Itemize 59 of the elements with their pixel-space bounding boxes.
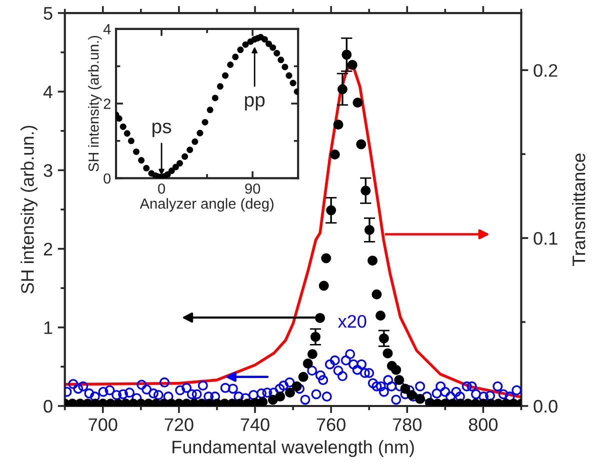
point <box>206 106 214 114</box>
point <box>186 146 194 154</box>
y-axis-title: SH intensity (arb.un.) <box>20 126 38 294</box>
y-tick-label: 4 <box>103 24 111 34</box>
point <box>237 46 244 54</box>
point <box>261 36 268 43</box>
point <box>120 123 126 130</box>
point <box>116 115 122 122</box>
point <box>270 44 276 51</box>
point <box>274 50 280 56</box>
y-axis-title: SH intensity (arb.un.) <box>88 36 102 172</box>
point <box>128 138 134 144</box>
y2-tick-label: 0.1 <box>534 232 558 245</box>
point <box>176 160 184 167</box>
point <box>282 64 288 70</box>
point <box>290 80 296 86</box>
point <box>232 54 239 60</box>
x-axis-title: Fundamental wavelength (nm) <box>172 440 414 458</box>
y-tick-label: 3 <box>44 164 52 177</box>
point <box>172 164 179 170</box>
point <box>265 40 272 48</box>
y2-tick-label: 0.0 <box>534 400 558 413</box>
point <box>192 138 198 145</box>
point <box>143 164 150 172</box>
y-tick-label: 0 <box>44 400 52 413</box>
point <box>212 94 218 102</box>
point <box>196 130 204 136</box>
y-tick-label: 4 <box>43 86 53 98</box>
annotation: x20 <box>338 314 366 328</box>
point <box>286 72 292 79</box>
y-tick-label: 5 <box>44 7 52 20</box>
y-tick-label: 2 <box>44 242 52 256</box>
x-axis-title: Analyzer angle (deg) <box>140 198 274 212</box>
annotation: pp <box>245 96 265 110</box>
point <box>182 153 188 160</box>
x-tick-label: 800 <box>468 418 498 432</box>
point <box>164 171 171 178</box>
point <box>132 148 140 155</box>
y-tick-label: 0 <box>104 173 111 184</box>
x-tick-label: 780 <box>392 418 422 432</box>
point <box>202 118 208 126</box>
x-tick-label: 740 <box>240 418 270 432</box>
annotation: ps <box>152 122 172 138</box>
point <box>168 167 175 174</box>
x-tick-label: 760 <box>316 418 346 432</box>
point <box>216 83 224 90</box>
point <box>222 72 229 79</box>
point <box>138 157 145 164</box>
y-tick-label: 2 <box>104 98 110 109</box>
y2-tick-label: 0.2 <box>534 64 558 77</box>
point <box>124 130 130 137</box>
point <box>242 41 249 48</box>
point <box>227 61 234 68</box>
point <box>278 56 284 64</box>
x-tick-label: 720 <box>164 418 194 432</box>
y2-axis-title: Transmittance <box>572 153 586 266</box>
x-tick-label: 700 <box>88 418 118 432</box>
y-tick-label: 1 <box>44 322 52 334</box>
x-tick-label: 90 <box>245 183 260 194</box>
